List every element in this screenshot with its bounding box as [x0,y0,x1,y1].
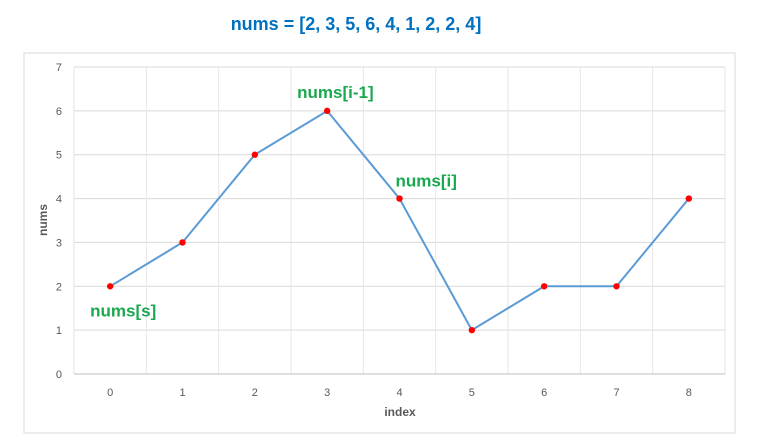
y-tick-label: 1 [56,325,62,337]
y-tick-label: 7 [56,62,62,74]
data-point [251,151,259,158]
x-tick-labels: 0 1 2 3 4 5 6 7 8 [107,387,692,399]
y-tick-label: 0 [56,369,62,381]
annotation-label: nums[s] [90,301,156,320]
annotation-label: nums[i] [396,172,457,191]
y-tick-label: 4 [56,194,62,206]
annotation-label: nums[i-1] [297,83,374,102]
y-tick-label: 6 [56,106,62,118]
y-tick-label: 2 [56,281,62,293]
x-tick-label: 3 [324,387,330,399]
x-tick-label: 7 [613,387,619,399]
y-tick-label: 3 [56,237,62,249]
data-points [106,107,693,334]
series-line [109,109,690,332]
x-tick-label: 8 [686,387,692,399]
data-point [396,195,403,202]
y-axis-label: nums [36,204,50,236]
y-tick-label: 5 [56,150,62,162]
x-axis-label: index [384,405,416,419]
data-point [106,283,114,290]
x-tick-label: 0 [107,387,113,399]
data-point [323,107,331,115]
data-point [179,239,186,246]
x-tick-label: 4 [396,387,402,399]
x-tick-label: 1 [179,387,185,399]
chart-area-border [23,52,736,434]
x-tick-label: 2 [252,387,258,399]
data-point [613,283,620,290]
data-point [540,283,548,290]
y-tick-labels: 0 1 2 3 4 5 6 7 [56,62,62,381]
x-tick-label: 5 [469,387,475,399]
annotations: nums[s] nums[i-1] nums[i] [90,83,457,320]
chart-title: nums = [2, 3, 5, 6, 4, 1, 2, 2, 4] [231,14,482,34]
data-point [468,326,476,334]
gridlines [73,66,726,374]
data-point [685,195,693,202]
x-tick-label: 6 [541,387,547,399]
